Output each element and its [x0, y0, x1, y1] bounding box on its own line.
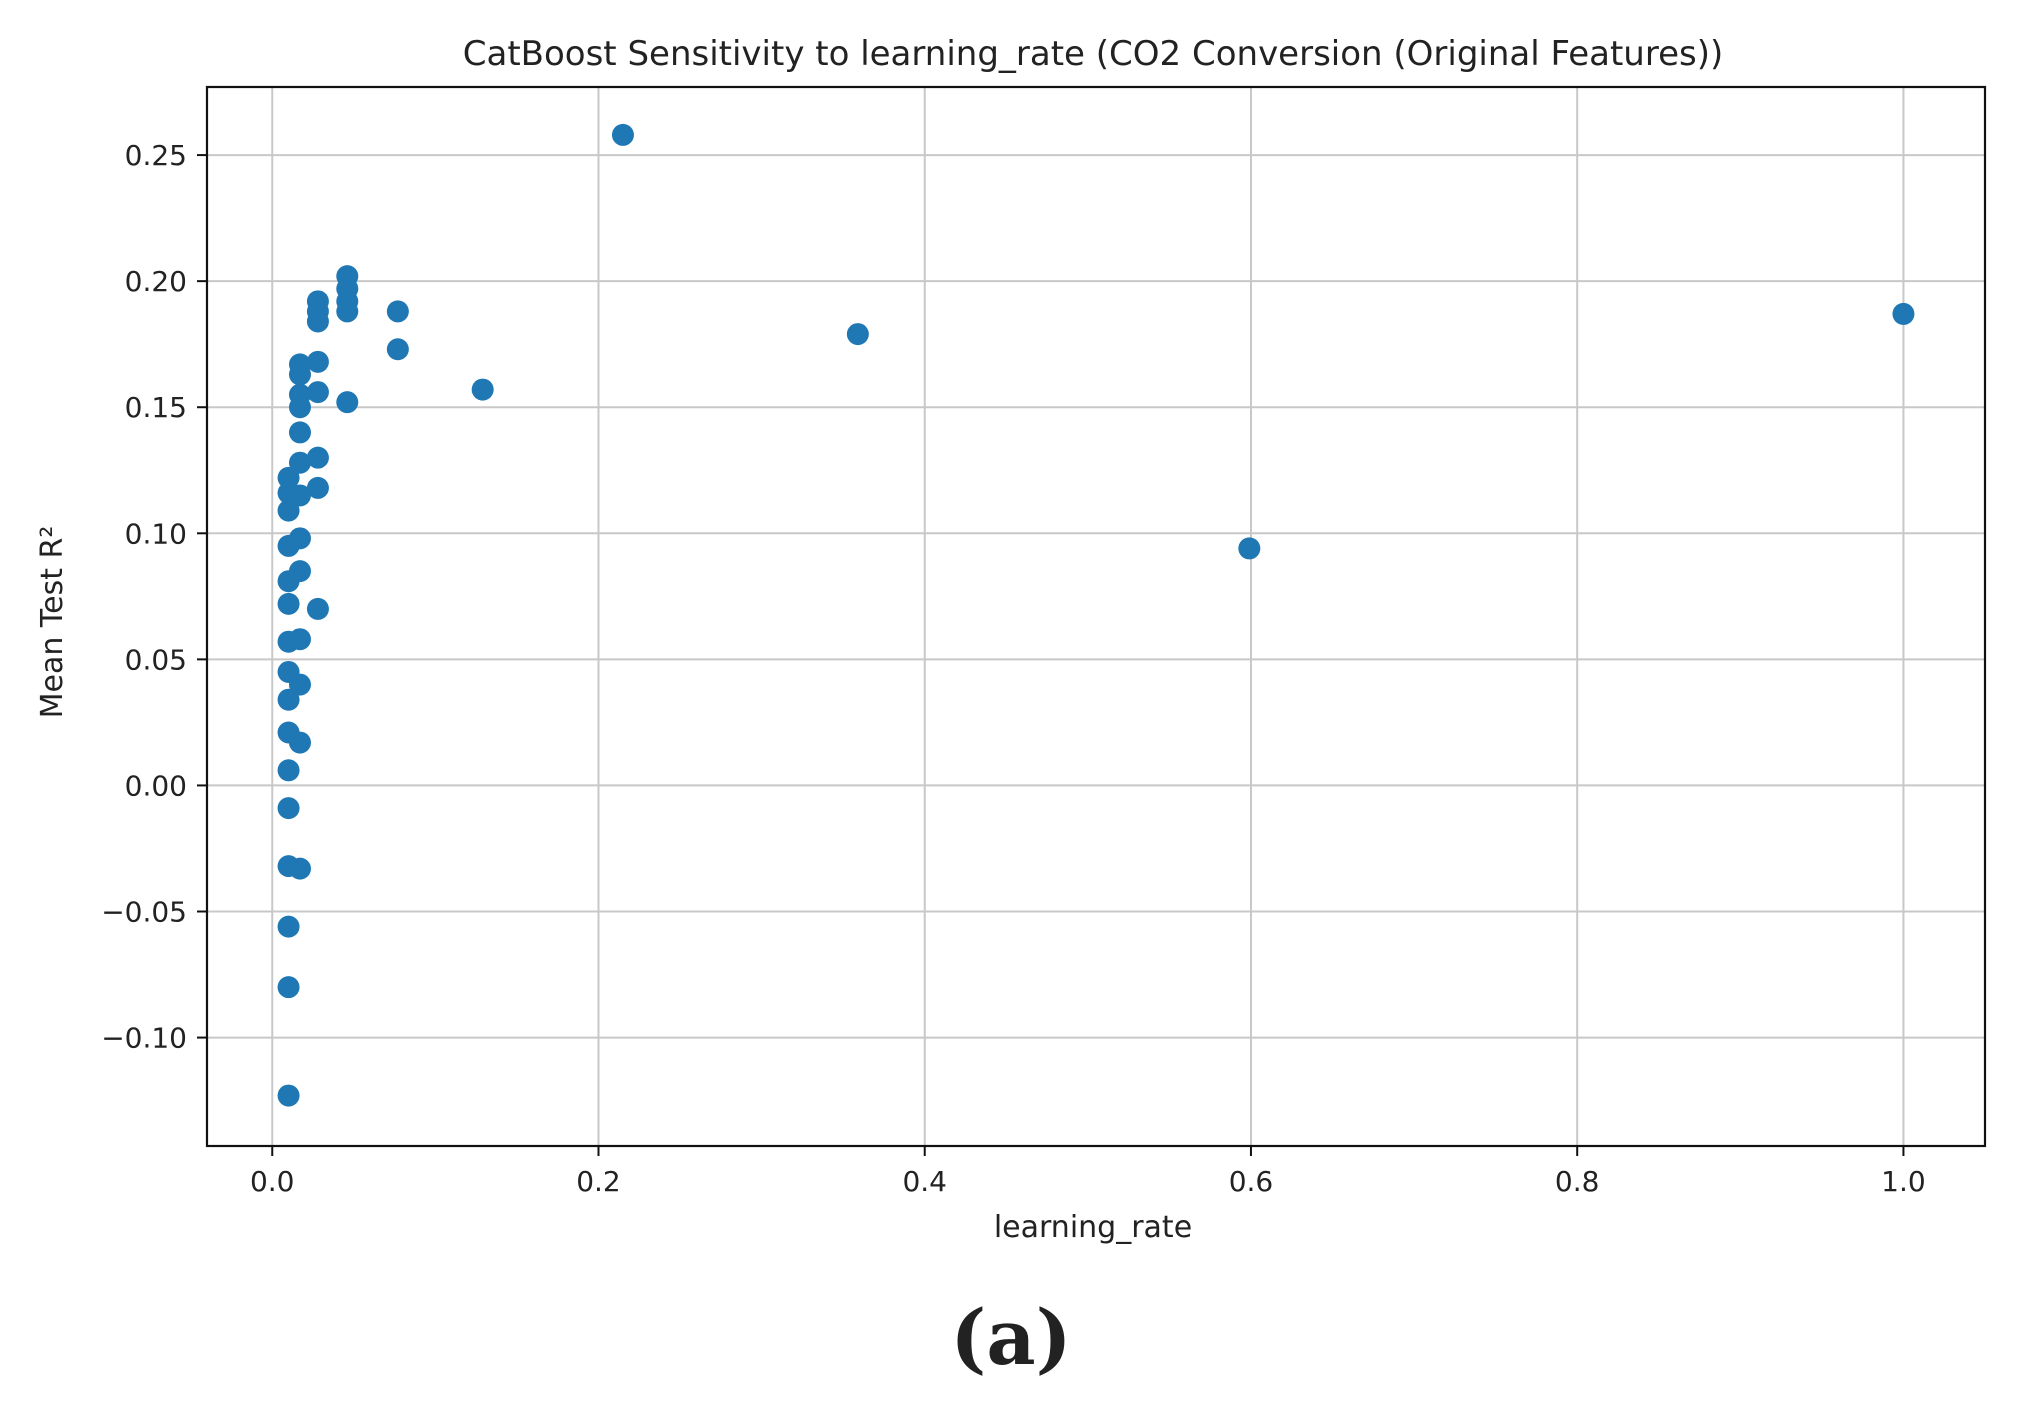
data-point — [277, 466, 300, 489]
y-tick-label: −0.05 — [101, 896, 187, 929]
x-axis-label: learning_rate — [994, 1210, 1192, 1245]
x-tick-label: 0.2 — [576, 1165, 621, 1198]
y-tick-label: 0.20 — [125, 265, 187, 298]
x-tick-label: 1.0 — [1881, 1165, 1926, 1198]
data-point — [386, 300, 409, 323]
y-tick-label: 0.15 — [125, 391, 187, 424]
data-point — [277, 1084, 300, 1107]
plot-area-frame — [205, 85, 1987, 1148]
data-point — [471, 378, 494, 401]
data-points — [277, 123, 1915, 1107]
x-tick-label: 0.6 — [1229, 1165, 1274, 1198]
data-point — [1238, 537, 1261, 560]
data-point — [288, 353, 311, 376]
grid-lines — [207, 87, 1985, 1146]
data-point — [336, 265, 359, 288]
data-point — [1892, 302, 1915, 325]
data-point — [288, 383, 311, 406]
data-point — [306, 476, 329, 499]
data-point — [277, 688, 300, 711]
y-tick-label: 0.25 — [125, 139, 187, 172]
data-point — [277, 592, 300, 615]
data-point — [288, 527, 311, 550]
data-point — [288, 484, 311, 507]
y-tick-label: 0.10 — [125, 517, 187, 550]
chart-title: CatBoost Sensitivity to learning_rate (C… — [463, 34, 1724, 74]
x-tick-label: 0.4 — [902, 1165, 947, 1198]
data-point — [306, 597, 329, 620]
x-tick-label: 0.0 — [250, 1165, 295, 1198]
x-tick-label: 0.8 — [1555, 1165, 1600, 1198]
axis-ticks: 0.0 0.2 0.4 0.6 0.8 1.0 −0.10 −0.05 0.00 0.05 0.10… — [101, 139, 1926, 1198]
data-point — [277, 499, 300, 522]
data-point — [288, 560, 311, 583]
data-point — [277, 915, 300, 938]
data-point — [288, 731, 311, 754]
data-point — [288, 673, 311, 696]
data-point — [336, 391, 359, 414]
data-point — [306, 446, 329, 469]
y-axis-label: Mean Test R² — [35, 526, 70, 719]
data-point — [306, 381, 329, 404]
data-point — [288, 451, 311, 474]
data-point — [277, 797, 300, 820]
data-point — [611, 123, 634, 146]
data-point — [288, 857, 311, 880]
y-tick-label: 0.00 — [125, 769, 187, 802]
y-tick-label: 0.05 — [125, 643, 187, 676]
y-tick-label: −0.10 — [101, 1022, 187, 1055]
data-point — [288, 421, 311, 444]
data-point — [288, 628, 311, 651]
data-point — [386, 338, 409, 361]
data-point — [306, 350, 329, 373]
data-point — [277, 976, 300, 999]
data-point — [846, 323, 869, 346]
panel-label: (a) — [950, 1293, 1071, 1382]
data-point — [277, 759, 300, 782]
data-point — [306, 290, 329, 313]
